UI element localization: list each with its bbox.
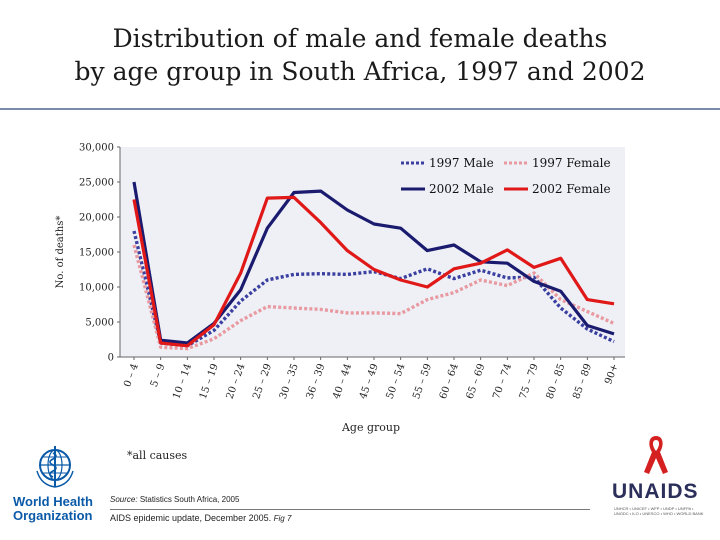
x-tick-label: 80 – 85 <box>545 362 568 400</box>
x-tick-label: 36 – 39 <box>305 362 328 400</box>
x-tick-label: 75 – 79 <box>518 362 541 400</box>
epi-update-text: AIDS epidemic update, December 2005. <box>110 513 272 523</box>
figure-number: Fig 7 <box>273 514 292 523</box>
y-tick-label: 30,000 <box>79 143 114 154</box>
x-tick-label: 20 – 24 <box>225 362 248 400</box>
y-tick-label: 15,000 <box>79 248 114 259</box>
source-text: Statistics South Africa, 2005 <box>139 495 240 504</box>
y-tick-label: 0 <box>108 353 114 364</box>
x-tick-label: 15 – 19 <box>198 362 221 400</box>
x-tick-label: 30 – 35 <box>278 362 301 400</box>
legend-label-1997-female: 1997 Female <box>532 156 611 170</box>
x-tick-label: 70 – 74 <box>491 362 514 400</box>
x-tick-label: 25 – 29 <box>251 362 274 400</box>
source-label: Source: <box>110 495 138 504</box>
x-tick-label: 90+ <box>603 362 621 386</box>
unaids-cosponsors: UNHCR • UNICEF • WFP • UNDP • UNFPA • UN… <box>614 506 704 516</box>
title-divider <box>0 108 720 110</box>
who-name: World Health Organization <box>13 495 101 523</box>
x-tick-label: 60 – 64 <box>438 362 461 400</box>
x-tick-label: 45 – 49 <box>358 362 381 400</box>
x-axis-label: Age group <box>341 421 400 434</box>
line-chart: 0 5,000 10,000 15,000 20,000 25,000 30,000 No. … <box>55 143 625 434</box>
x-tick-label: 65 – 69 <box>465 362 488 400</box>
page-title: Distribution of male and female deaths b… <box>0 22 720 88</box>
y-axis-label: No. of deaths* <box>55 216 66 289</box>
title-line-1: Distribution of male and female deaths <box>112 24 608 53</box>
x-tick-label: 10 – 14 <box>171 362 194 400</box>
x-tick-label: 85 – 89 <box>571 362 594 400</box>
x-tick-label: 40 – 44 <box>331 362 354 400</box>
red-ribbon-icon <box>644 436 668 474</box>
y-tick-label: 10,000 <box>79 283 114 294</box>
y-tick-label: 20,000 <box>79 213 114 224</box>
who-emblem-icon <box>36 446 74 488</box>
source-line: Source: Statistics South Africa, 2005 <box>110 495 239 504</box>
y-tick-label: 25,000 <box>79 178 114 189</box>
legend-label-2002-male: 2002 Male <box>429 182 494 196</box>
who-name-line-1: World Health <box>13 494 93 509</box>
unaids-name: UNAIDS <box>612 480 699 503</box>
x-tick-label: 55 – 59 <box>411 362 434 400</box>
x-tick-label: 5 – 9 <box>149 362 168 388</box>
x-tick-label: 0 – 4 <box>122 362 141 388</box>
footer-divider <box>110 509 590 510</box>
y-tick-label: 5,000 <box>85 318 114 329</box>
legend-box <box>397 148 615 202</box>
epi-update-line: AIDS epidemic update, December 2005. Fig… <box>110 513 291 523</box>
legend-label-2002-female: 2002 Female <box>532 182 611 196</box>
title-line-2: by age group in South Africa, 1997 and 2… <box>74 57 646 86</box>
legend-label-1997-male: 1997 Male <box>429 156 494 170</box>
x-tick-label: 50 – 54 <box>385 362 408 400</box>
who-name-line-2: Organization <box>13 508 93 523</box>
footnote: *all causes <box>127 449 188 462</box>
unaids-logo: UNAIDS UNHCR • UNICEF • WFP • UNDP • UNF… <box>600 432 710 532</box>
